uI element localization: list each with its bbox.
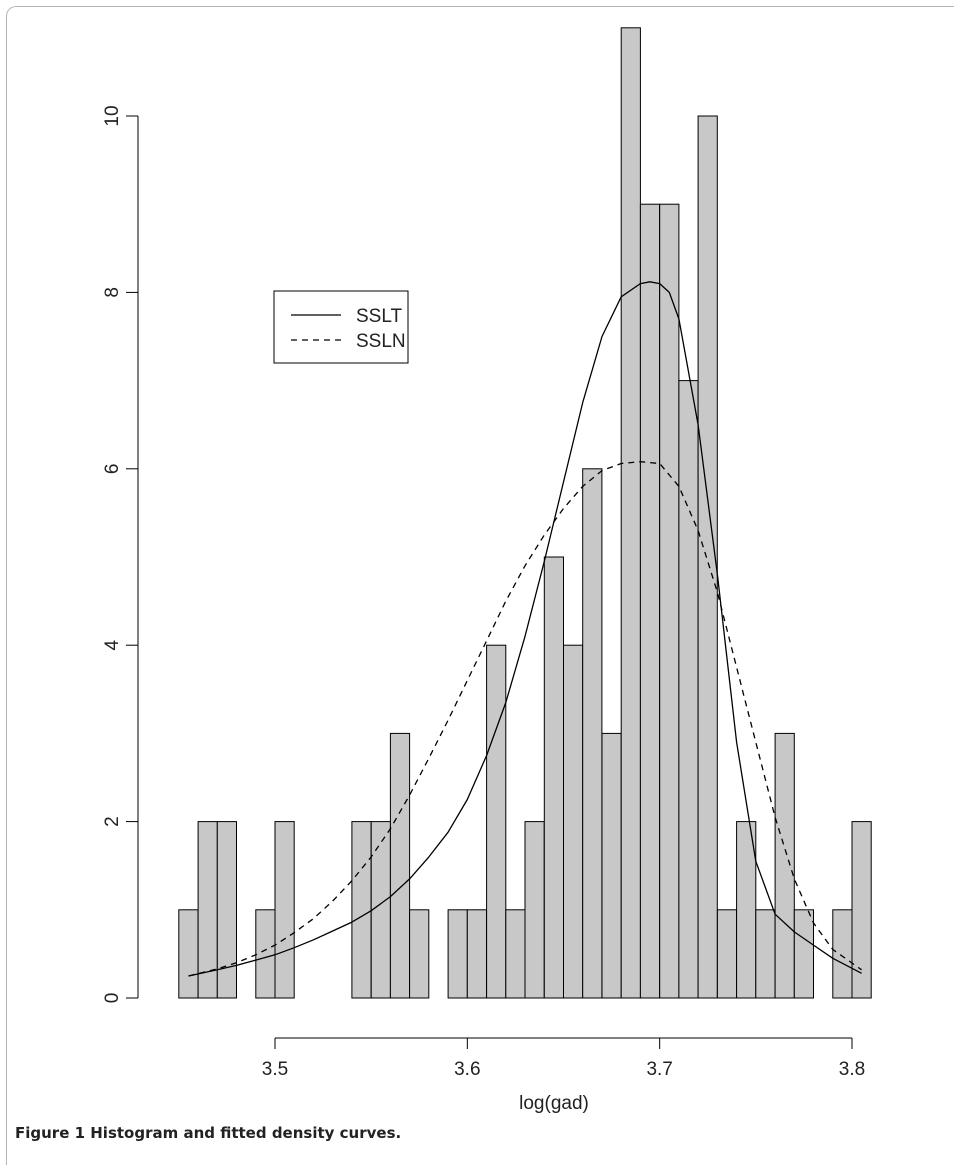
histogram-bar: [716, 909, 738, 999]
histogram-bar: [755, 909, 776, 999]
y-tick-label: 0: [102, 993, 123, 1004]
histogram-bar: [620, 27, 641, 999]
histogram-bars: [178, 27, 872, 999]
x-tick-label: 3.8: [839, 1059, 865, 1080]
histogram-bar: [505, 909, 526, 999]
x-tick-label: 3.7: [646, 1059, 672, 1080]
histogram-bar: [851, 821, 872, 999]
histogram-bar: [793, 909, 814, 999]
y-tick-label: 10: [102, 105, 123, 126]
x-tick-label: 3.5: [262, 1059, 288, 1080]
histogram-bar: [351, 821, 372, 999]
histogram-bar: [447, 909, 468, 999]
figure-caption: Figure 1 Histogram and fitted density cu…: [15, 1124, 402, 1142]
histogram-bar: [486, 644, 507, 999]
x-axis: 3.5 3.6 3.7 3.8: [262, 1037, 865, 1080]
y-tick-label: 8: [102, 287, 123, 298]
density-curves: [188, 281, 862, 977]
histogram-bar: [466, 909, 487, 999]
y-tick-label: 2: [102, 816, 123, 827]
x-axis-label: log(gad): [519, 1093, 589, 1114]
histogram-bar: [601, 732, 622, 999]
density-curve-sslt: [188, 281, 862, 977]
histogram-bar: [524, 821, 545, 999]
histogram-bar: [370, 821, 391, 999]
histogram-bar: [543, 556, 564, 999]
histogram-bar: [178, 909, 199, 999]
histogram-bar: [832, 909, 853, 999]
histogram-bar: [697, 115, 718, 999]
legend: SSLT SSLN: [273, 290, 409, 364]
figure-frame: [6, 6, 954, 1165]
histogram-bar: [774, 732, 795, 999]
histogram-bar: [736, 821, 757, 999]
histogram-bar: [216, 821, 238, 999]
legend-label-ssln: SSLN: [356, 331, 406, 352]
histogram-bar: [563, 644, 584, 999]
histogram-bar: [639, 203, 661, 999]
x-tick-label: 3.6: [454, 1059, 480, 1080]
histogram-bar: [678, 380, 699, 999]
y-tick-label: 4: [102, 639, 123, 650]
histogram-bar: [582, 468, 603, 999]
legend-label-sslt: SSLT: [356, 306, 403, 327]
histogram-bar: [389, 732, 411, 999]
histogram-bar: [274, 821, 295, 999]
y-axis: 0 2 4 6 8 10: [102, 105, 139, 1004]
histogram-bar: [255, 909, 276, 999]
histogram-bar: [409, 909, 430, 999]
density-curve-ssln: [188, 461, 862, 977]
histogram-bar: [659, 203, 680, 999]
histogram-chart: 0 2 4 6 8 10 3.5 3.6 3.7 3.8 log(gad) SSLT SSLN: [102, 27, 872, 1114]
y-tick-label: 6: [102, 464, 123, 475]
legend-box: [273, 290, 409, 364]
